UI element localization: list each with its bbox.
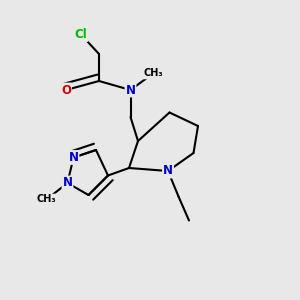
Text: Cl: Cl xyxy=(75,28,87,41)
Text: N: N xyxy=(68,151,79,164)
Text: CH₃: CH₃ xyxy=(143,68,163,79)
Text: N: N xyxy=(62,176,73,190)
Text: N: N xyxy=(125,83,136,97)
Text: CH₃: CH₃ xyxy=(37,194,56,205)
Text: O: O xyxy=(61,83,71,97)
Text: N: N xyxy=(163,164,173,178)
